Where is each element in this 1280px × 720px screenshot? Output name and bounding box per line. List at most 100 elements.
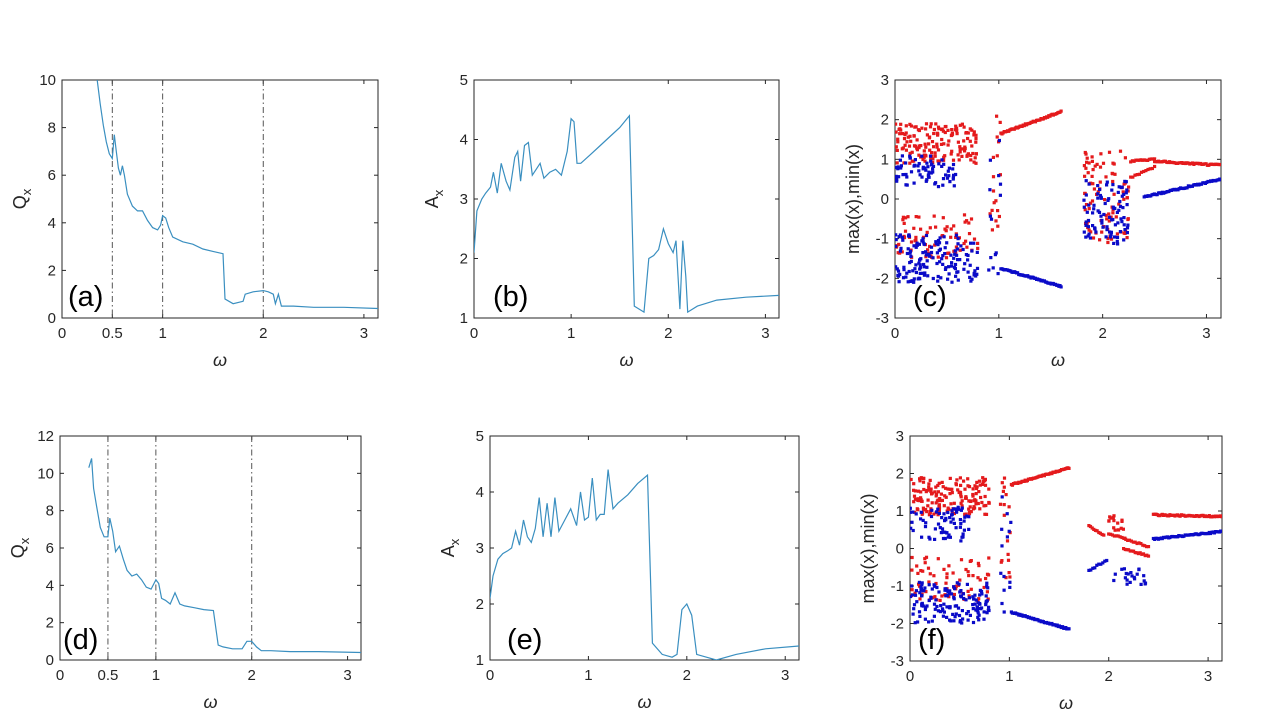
scatter-point xyxy=(1135,541,1139,546)
scatter-point xyxy=(943,154,947,158)
data-line xyxy=(490,469,799,660)
scatter-point xyxy=(1084,203,1089,207)
scatter-point xyxy=(954,584,958,588)
scatter-point xyxy=(897,274,901,278)
scatter-point xyxy=(944,486,948,490)
scatter-point xyxy=(911,269,915,273)
scatter-point xyxy=(1151,157,1155,161)
scatter-point xyxy=(936,483,940,488)
scatter-point xyxy=(1121,190,1125,194)
scatter-point xyxy=(921,251,925,255)
scatter-point xyxy=(922,155,926,159)
scatter-point xyxy=(983,477,987,481)
scatter-point xyxy=(1120,567,1124,571)
scatter-point xyxy=(925,161,929,165)
scatter-point xyxy=(904,172,908,177)
scatter-point xyxy=(1129,160,1133,164)
scatter-point xyxy=(940,594,944,598)
scatter-point xyxy=(927,142,931,146)
scatter-point xyxy=(984,512,989,516)
scatter-point xyxy=(965,582,969,586)
x-tick-label: 3 xyxy=(1202,325,1210,342)
scatter-point xyxy=(970,144,974,148)
scatter-point xyxy=(1085,210,1089,214)
scatter-point xyxy=(1100,532,1104,537)
scatter-point xyxy=(997,174,1001,178)
scatter-point xyxy=(991,189,996,193)
scatter-point xyxy=(968,127,972,131)
scatter-point xyxy=(951,177,955,181)
scatter-point xyxy=(1134,158,1138,162)
scatter-point xyxy=(916,620,920,624)
x-tick-label: 2 xyxy=(1098,325,1106,342)
scatter-point xyxy=(950,261,954,265)
scatter-point xyxy=(969,499,973,503)
y-tick-label: 4 xyxy=(460,132,468,149)
scatter-point xyxy=(941,536,946,541)
scatter-point xyxy=(944,229,948,233)
scatter-point xyxy=(905,271,909,275)
scatter-point xyxy=(895,244,898,248)
scatter-point xyxy=(987,500,991,505)
scatter-point xyxy=(910,555,914,560)
scatter-point xyxy=(920,239,924,243)
scatter-point xyxy=(996,224,1000,228)
scatter-point xyxy=(924,590,928,594)
scatter-point xyxy=(952,521,956,525)
scatter-point xyxy=(948,476,952,480)
scatter-point xyxy=(928,135,932,139)
scatter-point xyxy=(924,233,929,238)
y-tick-label: 2 xyxy=(881,112,889,129)
scatter-point xyxy=(908,249,913,253)
scatter-point xyxy=(956,242,960,246)
scatter-point xyxy=(914,270,918,275)
scatter-point xyxy=(1000,544,1004,548)
scatter-point xyxy=(948,516,952,520)
scatter-point xyxy=(923,586,927,590)
scatter-point xyxy=(934,225,938,229)
scatter-point xyxy=(957,490,961,495)
scatter-point xyxy=(902,137,907,141)
scatter-point xyxy=(932,145,936,149)
scatter-point xyxy=(976,501,980,506)
scatter-point xyxy=(927,485,931,489)
scatter-point xyxy=(919,569,923,573)
x-tick-label: 0 xyxy=(56,667,64,684)
scatter-point xyxy=(988,214,992,218)
scatter-point xyxy=(959,493,963,497)
scatter-point xyxy=(908,279,912,283)
scatter-point xyxy=(944,516,948,520)
scatter-point xyxy=(978,483,982,487)
scatter-point xyxy=(901,173,905,177)
scatter-point xyxy=(942,602,946,606)
scatter-point xyxy=(965,219,969,223)
scatter-point xyxy=(930,501,934,505)
scatter-point xyxy=(949,235,953,239)
scatter-point xyxy=(929,595,933,599)
scatter-point xyxy=(953,262,958,267)
scatter-point xyxy=(1090,199,1095,203)
scatter-point xyxy=(896,137,900,141)
scatter-point xyxy=(905,140,909,144)
scatter-point xyxy=(1105,228,1109,232)
scatter-point xyxy=(928,125,933,129)
scatter-point xyxy=(952,224,956,228)
scatter-point xyxy=(918,614,922,618)
scatter-point xyxy=(933,595,937,599)
scatter-point xyxy=(1147,157,1151,161)
y-tick-label: 3 xyxy=(896,428,904,445)
scatter-point xyxy=(1123,156,1127,160)
axes-box xyxy=(61,79,379,319)
scatter-point xyxy=(895,145,898,149)
y-tick-label: 10 xyxy=(37,465,54,482)
scatter-point xyxy=(1133,173,1137,177)
scatter-point xyxy=(1093,164,1097,168)
scatter-point xyxy=(1089,230,1093,234)
scatter-point xyxy=(959,558,964,562)
scatter-point xyxy=(924,250,928,254)
scatter-point xyxy=(950,280,954,284)
scatter-point xyxy=(965,514,969,518)
scatter-point xyxy=(1082,198,1086,202)
scatter-point xyxy=(949,502,953,506)
scatter-point xyxy=(1095,563,1099,567)
